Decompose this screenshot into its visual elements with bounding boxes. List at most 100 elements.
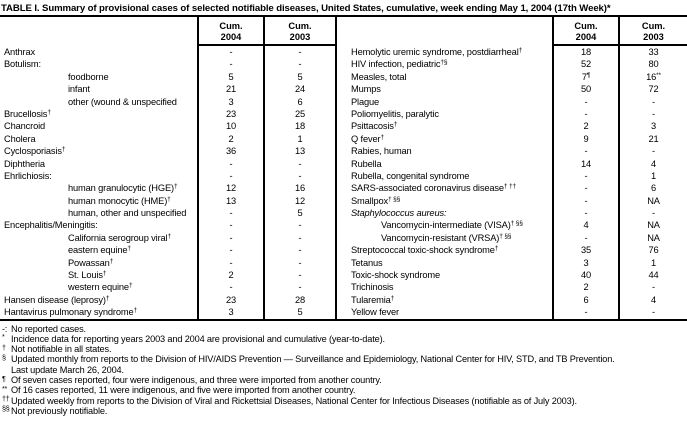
- disease-label: Ehrlichiosis:: [4, 170, 52, 181]
- table-section-right: Hemolytic uremic syndrome, postdiarrheal…: [347, 17, 687, 319]
- case-count: -: [229, 208, 233, 219]
- case-count: 2: [228, 133, 234, 144]
- case-count: 52: [580, 59, 592, 70]
- case-count: -: [298, 257, 302, 268]
- disease-label: Plague: [351, 96, 380, 107]
- disease-label: Anthrax: [4, 47, 35, 57]
- disease-label: Rubella, congenital syndrome: [351, 170, 470, 181]
- disease-label: Powassan†: [68, 257, 114, 268]
- case-count: 4: [650, 158, 657, 169]
- disease-label: Mumps: [351, 84, 381, 95]
- footnote-text: Of 16 cases reported, 11 were indigenous…: [11, 385, 356, 396]
- table-section-left: Anthrax Botulism: foodborne infant other (wo…: [0, 17, 337, 319]
- disease-label: Measles, total: [351, 71, 407, 82]
- cum-2003-column-left: Cum. 2003 - -5 24 6 25 18 1 13- -16 12 5- - - - - -28 5: [263, 17, 337, 319]
- case-count: 35: [580, 245, 592, 256]
- table-bottom-rule: [0, 318, 687, 321]
- case-count: -: [229, 245, 233, 256]
- disease-label: Trichinosis: [351, 282, 394, 293]
- disease-label: infant: [68, 84, 90, 95]
- disease-label: Cholera: [4, 133, 36, 144]
- disease-label: Encephalitis/Meningitis:: [4, 220, 98, 231]
- case-count: -: [298, 158, 302, 169]
- disease-label: Poliomyelitis, paralytic: [351, 108, 439, 119]
- case-count: 5: [297, 208, 303, 219]
- case-count: -: [584, 232, 588, 243]
- disease-label: human granulocytic (HGE)†: [68, 183, 178, 194]
- case-count: -: [229, 257, 233, 268]
- disease-label: Vancomycin-resistant (VRSA)† §§: [381, 232, 512, 243]
- case-count: 5: [297, 71, 303, 82]
- case-count: 14: [580, 158, 592, 169]
- case-count: 2: [228, 270, 234, 281]
- notifiable-diseases-table: Anthrax Botulism: foodborne infant other (wo…: [0, 17, 687, 319]
- footnote-text: No reported cases.: [11, 323, 86, 334]
- footnote-marker: **: [2, 383, 7, 393]
- disease-label: Chancroid: [4, 121, 46, 132]
- case-count: 23: [225, 294, 237, 305]
- disease-label: California serogroup viral†: [68, 232, 171, 243]
- case-count: -: [652, 146, 655, 157]
- column-header-cum-2003-left: Cum. 2003: [265, 17, 335, 46]
- footnote: †† Updated weekly from reports to the Div…: [0, 394, 687, 406]
- header-cum-label: Cum.: [574, 21, 598, 31]
- case-count: 2: [583, 282, 589, 293]
- cum-2004-column-right: Cum. 2004 18 52 7¶ 50- -2 9-14- - - -4-35 3 40 2 6-: [552, 17, 618, 319]
- case-count: 24: [294, 84, 306, 95]
- disease-label: Brucellosis†: [4, 108, 51, 119]
- case-count: 33: [648, 47, 659, 57]
- case-count: -: [229, 59, 233, 70]
- footnotes-block: -: No reported cases. * Incidence data for …: [0, 324, 687, 417]
- disease-label: Q fever†: [351, 133, 384, 144]
- disease-label: Smallpox† §§: [351, 195, 401, 206]
- case-count: -: [652, 282, 655, 293]
- disease-label: HIV infection, pediatric†§: [351, 59, 448, 70]
- disease-name-column-left: Anthrax Botulism: foodborne infant other (wo…: [0, 17, 197, 319]
- case-count: 2: [583, 121, 589, 132]
- disease-label: Yellow fever: [351, 307, 399, 318]
- footnote: -: No reported cases.: [0, 324, 687, 334]
- footnote-marker: ¶: [2, 373, 6, 383]
- case-count: 13: [225, 195, 237, 206]
- disease-label: human, other and unspecified: [68, 208, 187, 219]
- case-count: -: [584, 307, 588, 318]
- case-count: -: [298, 245, 302, 256]
- case-count: -: [652, 108, 655, 119]
- case-count: 5: [297, 307, 303, 318]
- disease-label: eastern equine†: [68, 245, 131, 256]
- disease-label: Vancomycin-intermediate (VISA)† §§: [381, 220, 523, 231]
- case-count: -: [584, 108, 588, 119]
- disease-label: Rubella: [351, 158, 382, 169]
- case-count: 1: [650, 257, 657, 268]
- case-count: -: [584, 170, 588, 181]
- case-count: 21: [648, 133, 659, 144]
- column-header-cum-2003-right: Cum. 2003: [620, 17, 687, 46]
- cum-2003-column-right: Cum. 2003 33 80 16** 72- -3 21-4 1 6 NA - NA NA 76 1 4…: [618, 17, 687, 319]
- case-count: NA: [647, 195, 660, 206]
- column-header-cum-2004-left: Cum. 2004: [199, 17, 263, 46]
- case-count: 4: [650, 294, 657, 305]
- case-count: 9: [583, 133, 589, 144]
- disease-label: Diphtheria: [4, 158, 45, 169]
- disease-label: Botulism:: [4, 59, 41, 70]
- case-count: -: [229, 220, 233, 231]
- disease-label: foodborne: [68, 71, 109, 82]
- disease-label: SARS-associated coronavirus disease† ††: [351, 183, 516, 194]
- case-count: -: [652, 96, 655, 107]
- footnote: ** Of 16 cases reported, 11 were indigeno…: [0, 383, 687, 396]
- case-count: -: [298, 47, 302, 57]
- case-count: -: [584, 195, 588, 206]
- disease-label: Tularemia†: [351, 294, 395, 305]
- case-count: -: [584, 146, 588, 157]
- disease-label: western equine†: [68, 282, 133, 293]
- cum-2004-column-left: Cum. 2004 - -5 21 3 23 10 2 36- -12 13- - - - -2-23 3: [197, 17, 263, 319]
- footnote: ¶ Of seven cases reported, four were indi…: [0, 373, 687, 386]
- disease-label: Tetanus: [351, 257, 383, 268]
- case-count: 13: [294, 146, 306, 157]
- header-cum-label: Cum.: [288, 21, 312, 31]
- case-count: -: [652, 208, 655, 219]
- case-count: 12: [225, 183, 237, 194]
- case-count: 10: [225, 121, 237, 132]
- footnote-text: Last update March 26, 2004.: [11, 364, 124, 375]
